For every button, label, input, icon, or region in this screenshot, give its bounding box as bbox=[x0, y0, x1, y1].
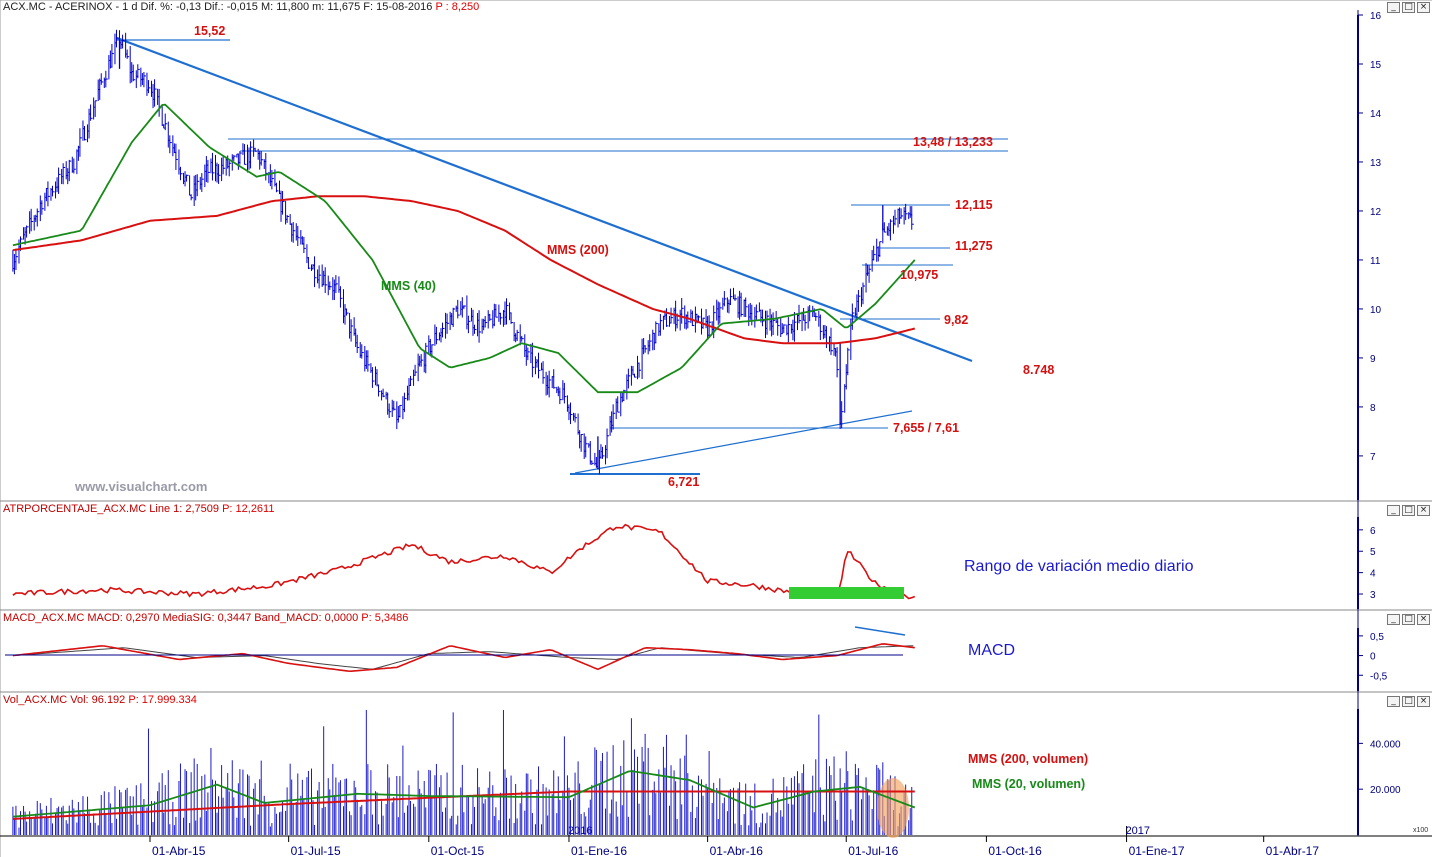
year-label: 2017 bbox=[1126, 825, 1150, 837]
volume-panel-header: Vol_ACX.MC Vol: 96.192 P: 17.999.334 bbox=[3, 694, 197, 706]
atr-panel-header: ATRPORCENTAJE_ACX.MC Line 1: 2,7509 P: 1… bbox=[3, 503, 275, 515]
minimize-button[interactable]: _ bbox=[1387, 2, 1400, 13]
price-axis-label: 14 bbox=[1370, 109, 1382, 120]
price-axis-label: 13 bbox=[1370, 158, 1382, 169]
atr-axis-label: 5 bbox=[1370, 547, 1376, 558]
label-mms-200-volumen: MMS (200, volumen) bbox=[968, 752, 1088, 766]
indicator-lines bbox=[12, 103, 916, 820]
price-overlays bbox=[116, 36, 1008, 475]
label-mms-200: MMS (200) bbox=[547, 243, 609, 257]
bearish-trendline bbox=[116, 36, 973, 363]
atr-axis-label: 3 bbox=[1370, 590, 1376, 601]
close-button[interactable]: × bbox=[1417, 505, 1430, 516]
volume-mms-20-line bbox=[12, 770, 916, 818]
minimize-button[interactable]: _ bbox=[1387, 505, 1400, 516]
label-10-975: 10,975 bbox=[900, 268, 938, 282]
price-axis-label: 10 bbox=[1370, 305, 1382, 316]
price-axis-label: 11 bbox=[1370, 256, 1381, 267]
x-axis: 01-Abr-15 01-Jul-15 01-Oct-15 01-Ene-16 01-A… bbox=[149, 825, 1320, 857]
macd-axis-label: 0,5 bbox=[1370, 632, 1384, 643]
label-6-721: 6,721 bbox=[668, 475, 699, 489]
label-11-275: 11,275 bbox=[955, 239, 993, 253]
macd-panel-header: MACD_ACX.MC MACD: 0,2970 MediaSIG: 0,344… bbox=[3, 612, 409, 624]
maximize-button[interactable]: □ bbox=[1402, 2, 1415, 13]
volume-bars bbox=[12, 710, 913, 835]
close-button[interactable]: × bbox=[1417, 696, 1430, 707]
label-mms-20-volumen: MMS (20, volumen) bbox=[972, 777, 1085, 791]
volume-axis-label: 20.000 bbox=[1370, 785, 1401, 796]
price-axis-label: 12 bbox=[1370, 207, 1382, 218]
atr-axis-label: 4 bbox=[1370, 569, 1376, 580]
price-axis-label: 16 bbox=[1370, 11, 1382, 22]
price-axis-label: 8 bbox=[1370, 403, 1376, 414]
close-button[interactable]: × bbox=[1417, 614, 1430, 625]
x-axis-label: 01-Abr-15 bbox=[152, 844, 206, 857]
price-axis-label: 7 bbox=[1370, 452, 1376, 463]
maximize-button[interactable]: □ bbox=[1402, 696, 1415, 707]
minimize-button[interactable]: _ bbox=[1387, 614, 1400, 625]
label-8-748: 8.748 bbox=[1023, 363, 1054, 377]
support-trendline bbox=[574, 410, 913, 474]
label-13-48: 13,48 / 13,233 bbox=[913, 135, 993, 149]
year-label: 2016 bbox=[568, 825, 592, 837]
minimize-button[interactable]: _ bbox=[1387, 696, 1400, 707]
volume-highlight-ellipse bbox=[877, 778, 909, 838]
maximize-button[interactable]: □ bbox=[1402, 614, 1415, 625]
label-mms-40: MMS (40) bbox=[381, 279, 436, 293]
price-panel-controls: _ □ × bbox=[1387, 2, 1430, 13]
volume-axis-label: 40.000 bbox=[1370, 739, 1401, 750]
label-7-655: 7,655 / 7,61 bbox=[893, 421, 959, 435]
x-axis-label: 01-Abr-16 bbox=[710, 844, 764, 857]
x-axis-label: 01-Ene-17 bbox=[1129, 844, 1185, 857]
macd-axis-label: 0 bbox=[1370, 652, 1376, 663]
macd-annotation: MACD bbox=[968, 642, 1015, 659]
close-button[interactable]: × bbox=[1417, 2, 1430, 13]
atr-line bbox=[12, 523, 916, 600]
x-axis-label: 01-Ene-16 bbox=[571, 844, 627, 857]
price-panel-header: ACX.MC - ACERINOX - 1 d Dif. %: -0,13 Di… bbox=[3, 1, 480, 13]
x-axis-label: 01-Abr-17 bbox=[1266, 844, 1320, 857]
macd-divergence-line bbox=[854, 626, 906, 636]
price-bars bbox=[12, 29, 914, 475]
label-15-52: 15,52 bbox=[194, 24, 225, 38]
x100-badge: x100 bbox=[1413, 827, 1428, 834]
mms-200-line bbox=[12, 195, 916, 345]
mms-40-line bbox=[12, 103, 916, 394]
atr-panel-controls: _ □ × bbox=[1387, 505, 1430, 516]
volume-panel-controls: _ □ × bbox=[1387, 696, 1430, 707]
y-axes: 7 8 9 10 11 12 13 14 15 16 3 4 5 6 0,5 0 -0,5 40.000 20.00… bbox=[1358, 11, 1401, 796]
x-axis-label: 01-Oct-16 bbox=[988, 844, 1042, 857]
price-axis-label: 15 bbox=[1370, 60, 1382, 71]
macd-axis-label: -0,5 bbox=[1370, 671, 1388, 682]
x-axis-label: 01-Oct-15 bbox=[431, 844, 485, 857]
maximize-button[interactable]: □ bbox=[1402, 505, 1415, 516]
macd-panel-controls: _ □ × bbox=[1387, 614, 1430, 625]
label-12-115: 12,115 bbox=[955, 198, 993, 212]
x-axis-label: 01-Jul-15 bbox=[291, 844, 341, 857]
x-axis-label: 01-Jul-16 bbox=[848, 844, 898, 857]
atr-axis-label: 6 bbox=[1370, 526, 1376, 537]
price-axis-label: 9 bbox=[1370, 354, 1376, 365]
macd-line bbox=[12, 643, 915, 673]
label-9-82: 9,82 bbox=[944, 313, 968, 327]
watermark: www.visualchart.com bbox=[74, 479, 207, 494]
atr-annotation: Rango de variación medio diario bbox=[964, 558, 1194, 575]
atr-low-zone bbox=[789, 587, 904, 599]
